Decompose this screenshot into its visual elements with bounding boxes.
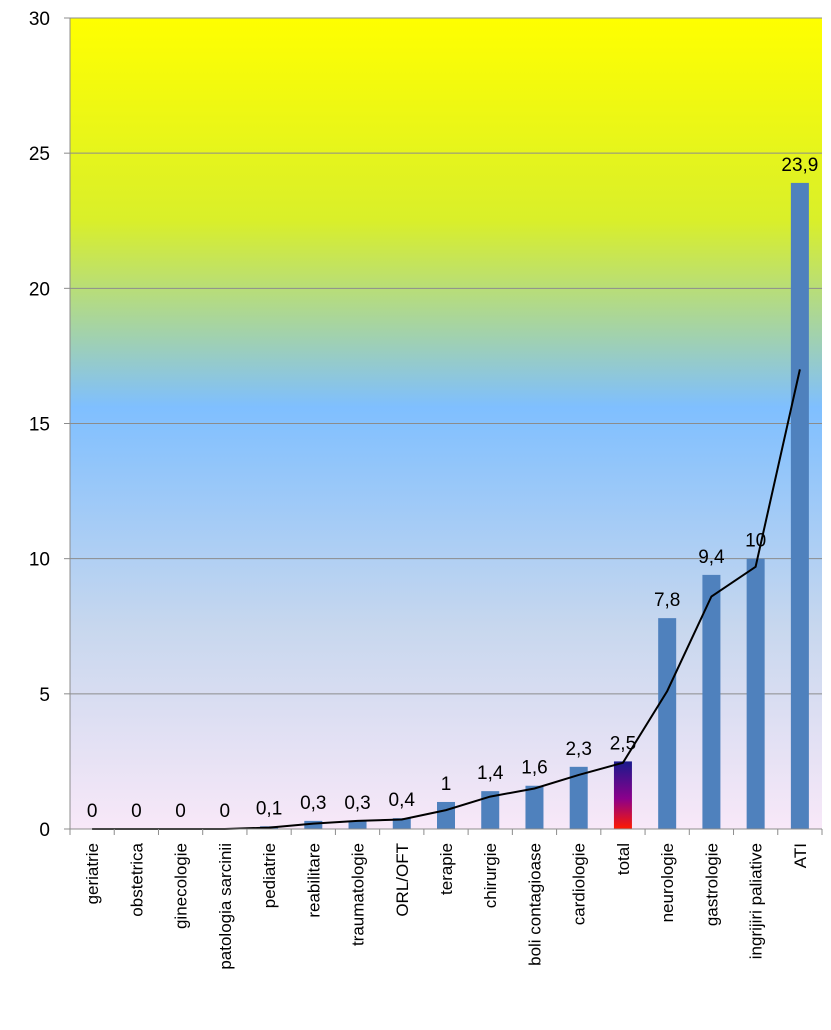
y-tick-label: 15	[29, 415, 50, 436]
y-tick-label: 20	[29, 279, 50, 300]
bar	[658, 618, 677, 829]
y-tick-label: 5	[39, 685, 50, 706]
data-label: 1,6	[521, 758, 547, 779]
data-label: 2,3	[565, 739, 591, 760]
y-tick-label: 10	[29, 550, 50, 571]
x-tick-label: gastrologie	[702, 843, 721, 926]
data-label: 9,4	[698, 547, 725, 568]
bar	[437, 801, 455, 829]
data-label: 0	[87, 801, 98, 822]
data-label: 0	[131, 801, 142, 822]
bar	[348, 820, 367, 829]
axes	[64, 17, 823, 835]
x-tick-label: neurologie	[658, 843, 677, 922]
x-tick-label: chirurgie	[481, 843, 500, 908]
bar	[569, 766, 588, 829]
x-tick-label: obstetrica	[127, 842, 146, 916]
x-tick-label: ingrijiri paliative	[747, 843, 766, 959]
bar	[613, 761, 632, 829]
bar	[481, 791, 500, 829]
bar	[746, 558, 765, 829]
data-label: 1	[441, 774, 452, 795]
data-label: 1,4	[477, 763, 504, 784]
x-tick-label: boli contagioase	[525, 843, 544, 966]
x-tick-label: patologia sarcinii	[216, 843, 235, 970]
bar	[702, 574, 721, 829]
x-tick-label: cardiologie	[570, 843, 589, 925]
x-tick-label: pediatrie	[260, 843, 279, 908]
x-tick-label: geriatrie	[83, 843, 102, 904]
data-label: 0,1	[256, 798, 282, 819]
data-label: 0,4	[389, 790, 416, 811]
y-tick-label: 0	[39, 820, 50, 841]
y-tick-labels: 0 5 10 15 20 25 30	[29, 9, 50, 841]
data-label: 0,3	[344, 793, 370, 814]
data-labels: 0 0 0 0 0,1 0,3 0,3 0,4 1 1,4 1,6 2,3 2,5 7,8 9,4 10 23,…	[87, 155, 819, 822]
x-tick-label: ATI	[791, 843, 810, 868]
bar	[392, 818, 411, 829]
x-tick-label: reabilitare	[304, 843, 323, 918]
x-tick-label: terapie	[437, 843, 456, 895]
data-label: 0,3	[300, 793, 326, 814]
x-tick-label: ORL/OFT	[393, 843, 412, 917]
bar	[525, 785, 544, 829]
x-tick-label: traumatologie	[349, 843, 368, 946]
x-tick-label: total	[614, 843, 633, 875]
bar	[304, 820, 323, 829]
bar	[790, 182, 809, 830]
data-label: 7,8	[654, 590, 680, 611]
y-tick-label: 30	[29, 9, 50, 30]
x-tick-labels: geriatrie obstetrica ginecologie patologia …	[83, 842, 810, 969]
x-tick-label: ginecologie	[172, 843, 191, 929]
data-label: 10	[745, 531, 766, 552]
y-tick-label: 25	[29, 144, 50, 165]
data-label: 0	[220, 801, 231, 822]
data-label: 23,9	[781, 155, 818, 176]
data-label: 0	[175, 801, 186, 822]
data-label: 2,5	[610, 733, 636, 754]
gridlines	[70, 17, 822, 695]
